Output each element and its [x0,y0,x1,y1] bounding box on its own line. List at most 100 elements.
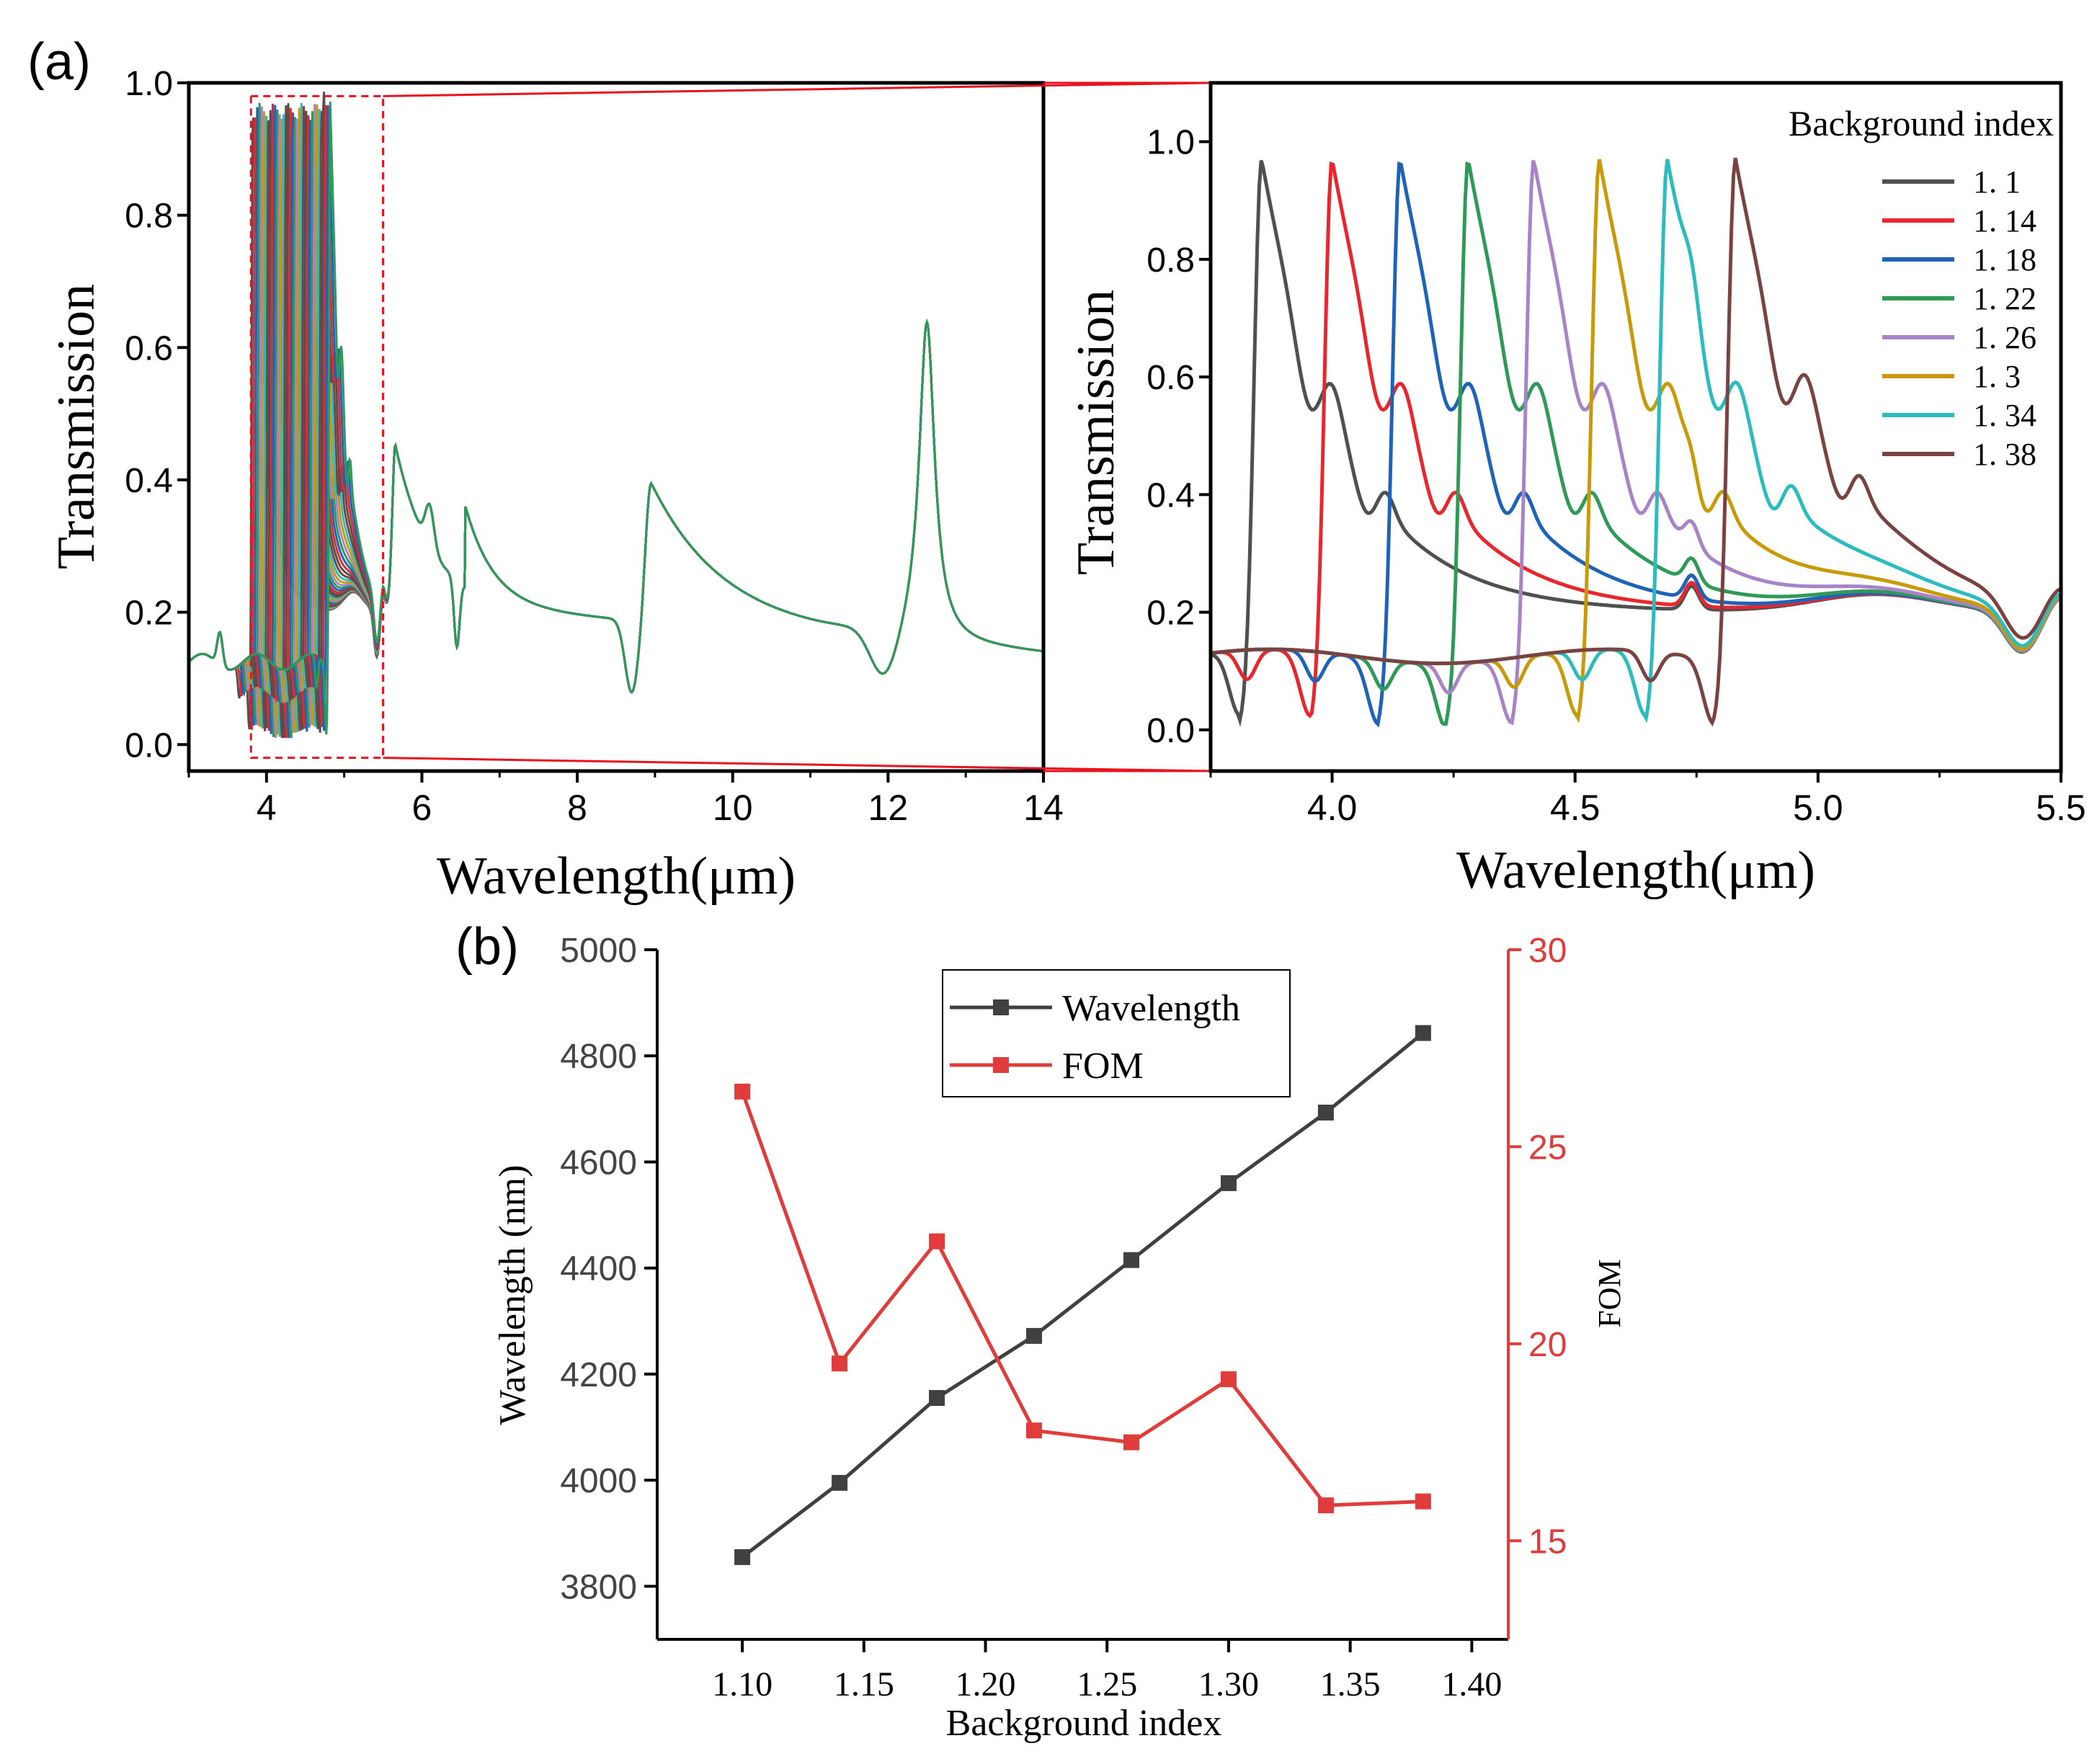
series-line-11 [1211,160,2061,727]
panel-a-left-y-ticks: 0.0 0.2 0.4 0.6 0.8 1.0 [125,65,189,765]
zoom-highlight-box [249,94,385,760]
fom-point [1415,1493,1431,1510]
x-tick-label: 5.0 [1793,788,1843,828]
y-tick-label: 0.8 [1147,241,1195,280]
zoom-connector-bottom [383,757,1211,772]
y-tick-label: 3800 [560,1568,637,1606]
x-tick-label: 1.30 [1198,1665,1259,1703]
panel-b-label: (b) [455,918,519,976]
fom-point [929,1233,945,1250]
y2-tick-label: 20 [1528,1326,1567,1364]
y-tick-label: 1.0 [125,65,173,103]
panel-a-right-x-ticks: 4.0 4.5 5.0 5.5 [1209,771,2086,828]
panel-a-right-chart: 4.0 4.5 5.0 5.5 0.0 0.2 0.4 0.6 0.8 1.0 Waveleng… [1067,81,2086,900]
x-tick-label: 6 [412,788,432,828]
legend-label: 1. 14 [1973,203,2036,239]
x-tick-label: 1.20 [956,1665,1016,1703]
x-tick-label: 8 [567,788,587,828]
panel-a-right-curves [1211,157,2061,728]
panel-a-left-frame [187,81,1046,773]
legend-title: Background index [1789,103,2054,143]
x-tick-label: 4 [257,788,277,828]
wavelength-point [1220,1175,1237,1191]
panel-a-right-frame [1208,81,2063,773]
y-tick-label: 0.0 [125,726,173,765]
fom-point [734,1083,751,1100]
x-tick-label: 10 [713,788,753,828]
panel-b-x-ticks: 1.10 1.15 1.20 1.25 1.30 1.35 1.40 [712,1639,1502,1703]
legend-fom-marker [993,1057,1009,1073]
series-line-134 [1211,159,2061,723]
series-line-wavelength [741,1031,1425,1559]
y-tick-label: 5000 [560,932,637,970]
wavelength-point [734,1549,751,1565]
y-tick-label: 0.4 [125,462,173,500]
panel-a-right-y-ticks: 0.0 0.2 0.4 0.6 0.8 1.0 [1147,124,1211,750]
panel-a-left-y-label: Transmission [47,284,106,569]
wavelength-point [1317,1104,1334,1121]
panel-b-legend: Wavelength FOM [942,969,1291,1097]
wavelength-point [929,1390,945,1407]
legend-label: 1. 22 [1973,281,2036,316]
fom-point [1026,1422,1043,1439]
x-tick-label: 12 [868,788,909,828]
y-tick-label: 1.0 [1147,124,1195,162]
legend-label: 1. 18 [1973,242,2036,277]
y2-tick-label: 30 [1528,932,1567,970]
panel-b-y-label: Wavelength (nm) [492,1164,533,1425]
fom-point [832,1355,848,1372]
wavelength-point [832,1474,848,1491]
y-tick-label: 4800 [560,1038,637,1076]
x-tick-label: 1.10 [712,1665,773,1703]
fom-point [1123,1434,1139,1451]
panel-b-y2-ticks: 15 20 25 30 [1508,932,1567,1561]
panel-a-left-chart: 4 6 8 10 12 14 0.0 0.2 0.4 0.6 0.8 1.0 Wavelength(… [47,65,1064,906]
legend-wavelength-label: Wavelength [1062,988,1240,1029]
legend-label: 1. 1 [1973,164,2021,200]
legend-label: 1. 34 [1973,398,2036,433]
wavelength-point [1026,1327,1043,1344]
legend-fom-label: FOM [1062,1046,1144,1087]
y-tick-label: 4400 [560,1250,637,1288]
x-tick-label: 14 [1023,788,1064,828]
y-tick-label: 4600 [560,1144,637,1182]
panel-b-x-label: Background index [946,1703,1222,1744]
y-tick-label: 0.2 [1147,594,1195,633]
panel-a-label: (a) [27,33,91,91]
panel-a-left-x-ticks: 4 6 8 10 12 14 [187,771,1064,828]
y2-tick-label: 15 [1528,1523,1567,1561]
y-tick-label: 0.8 [125,197,173,236]
y2-tick-label: 25 [1528,1128,1567,1167]
series-line-122 [1211,161,2061,726]
wavelength-point [1123,1252,1139,1268]
x-tick-label: 1.15 [834,1665,894,1703]
panel-a-right-legend: 1. 11. 141. 18 1. 22 1. 26 1. 3 1. 34 1. 38 [1882,164,2036,472]
y-tick-label: 4200 [560,1356,637,1394]
panel-b-y-ticks: 3800 4000 4200 4400 4600 4800 5000 [560,932,657,1606]
x-tick-label: 4.5 [1550,788,1600,828]
zoom-connector-top [383,81,1211,97]
panel-a-right-x-label: Wavelength(μm) [1456,841,1815,900]
panel-b-y2-label: FOM [1592,1259,1627,1327]
y-tick-label: 0.4 [1147,476,1195,514]
panel-b-chart: 1.10 1.15 1.20 1.25 1.30 1.35 1.40 3800 4000 420… [492,932,1627,1744]
fom-point [1317,1497,1334,1514]
panel-b-legend-box [942,969,1291,1097]
y-tick-label: 0.6 [1147,359,1195,397]
y-tick-label: 4000 [560,1462,637,1500]
legend-wavelength-marker [993,999,1009,1015]
y-tick-label: 0.2 [125,594,173,633]
spectrum-curve [189,101,1043,735]
x-tick-label: 5.5 [2036,788,2086,828]
panel-a-left-curves [189,92,1043,739]
x-tick-label: 1.40 [1441,1665,1502,1703]
panel-a-right-y-label: Transmission [1067,290,1126,575]
legend-label: 1. 3 [1973,359,2021,394]
y-tick-label: 0.0 [1147,712,1195,750]
panel-b-series [734,1025,1431,1565]
y-tick-label: 0.6 [125,329,173,368]
x-tick-label: 1.25 [1077,1665,1137,1703]
series-line-126 [1211,160,2061,726]
x-tick-label: 1.35 [1320,1665,1381,1703]
